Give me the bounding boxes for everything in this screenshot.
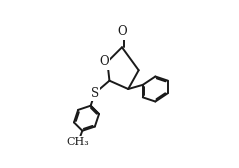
Text: S: S <box>91 87 99 100</box>
Text: O: O <box>117 25 127 38</box>
Text: CH₃: CH₃ <box>67 137 90 147</box>
Text: O: O <box>99 55 109 68</box>
